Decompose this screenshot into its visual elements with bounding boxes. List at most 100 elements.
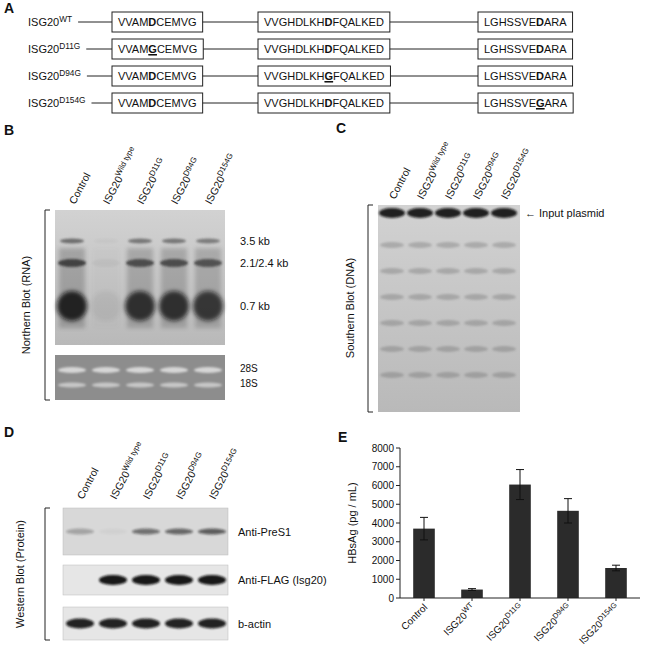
label-superscript: Wild type <box>427 139 450 172</box>
motif-segment: VVGHDLKH <box>264 43 325 55</box>
motif-segment: D <box>325 97 333 109</box>
error-bar <box>564 499 572 523</box>
x-tick <box>424 598 425 601</box>
band <box>464 242 488 248</box>
label-base: ISG20 <box>168 174 193 206</box>
band <box>91 291 121 321</box>
bars <box>413 470 627 598</box>
motif: VVAMGCEMVG <box>118 43 197 55</box>
band <box>162 239 186 244</box>
row-label: ISG20WT <box>28 14 72 28</box>
motif-segment: ARA <box>544 70 567 82</box>
band <box>58 259 86 267</box>
motif-segment: D <box>536 70 544 82</box>
error-cap <box>420 539 428 540</box>
label-base: ISG20 <box>100 174 125 206</box>
band <box>194 259 222 267</box>
band <box>463 208 489 218</box>
band <box>436 242 460 248</box>
motif-box: VVAMDCEMVG <box>112 12 203 32</box>
y-tick-label: 1000 <box>372 574 395 585</box>
box <box>258 12 390 32</box>
y-tick <box>396 504 400 505</box>
label-superscript: D11G <box>147 156 164 178</box>
band <box>128 239 152 244</box>
motif-segment: G <box>536 97 545 109</box>
y-tick <box>396 598 400 599</box>
connector <box>86 49 112 50</box>
row-label: b-actin <box>238 618 271 630</box>
connector <box>91 103 112 104</box>
error-bar <box>420 517 428 540</box>
lane-label: ISG20D11G <box>133 156 168 206</box>
band <box>380 242 404 248</box>
box <box>478 93 573 113</box>
x-tick <box>472 598 473 601</box>
label-superscript: D94G <box>186 450 204 472</box>
motif-segment: VVAM <box>118 97 148 109</box>
rrna-band <box>160 367 188 373</box>
label-base: ISG20 <box>28 16 59 28</box>
band <box>408 268 432 274</box>
label-superscript: Wild type <box>120 439 143 472</box>
label-base: ISG20 <box>134 174 159 206</box>
motif-segment: CEMVG <box>156 70 196 82</box>
bracket <box>368 412 373 413</box>
x-tick-label: ISG20D94G <box>530 600 573 643</box>
label-superscript: D11G <box>455 151 472 173</box>
motif: VVGHDLKHDFQALKED <box>264 43 384 55</box>
bracket <box>45 508 50 509</box>
label-superscript: D154G <box>511 146 531 172</box>
band <box>132 575 160 585</box>
connector <box>390 103 478 104</box>
row-label: ISG20D94G <box>28 68 81 82</box>
band <box>198 529 226 535</box>
motif-segment: CEMVG <box>157 43 197 55</box>
band <box>165 529 193 535</box>
box <box>112 12 203 32</box>
error-line <box>520 470 521 500</box>
label-superscript: D11G <box>153 451 170 473</box>
label-base: ISG20 <box>442 169 467 201</box>
motif-box: VVAMDCEMVG <box>112 66 203 86</box>
motif-segment: LGHSSVE <box>484 43 536 55</box>
western-strip <box>63 565 228 595</box>
connector <box>203 22 258 23</box>
lane-label: ISG20D94G <box>172 450 207 501</box>
lane-label: ISG20Wild type <box>99 144 140 206</box>
label-superscript: D154G <box>59 95 85 105</box>
band <box>165 619 193 629</box>
northern-bands <box>57 239 223 329</box>
band <box>435 208 461 218</box>
motif: VVGHDLKHGFQALKED <box>264 70 384 82</box>
label-superscript: D154G <box>215 151 235 177</box>
box <box>258 93 390 113</box>
motif-box: VVGHDLKHGFQALKED <box>258 66 390 86</box>
y-tick-label: 3000 <box>372 536 395 547</box>
band <box>94 239 118 244</box>
panel-letter: D <box>4 424 14 440</box>
band <box>160 259 188 267</box>
side-label: Western Blot (Protein) <box>14 520 26 628</box>
annotation: ← Input plasmid <box>525 207 604 219</box>
error-line <box>424 517 425 540</box>
size-label: 2.1/2.4 kb <box>240 257 288 269</box>
bar <box>509 485 531 598</box>
lane-label: ISG20D94G <box>167 155 202 206</box>
error-line <box>568 499 569 523</box>
connector <box>203 76 258 77</box>
motif: VVAMDCEMVG <box>118 16 197 28</box>
western-strip <box>63 607 228 640</box>
band <box>436 320 460 326</box>
motif-segment: FQALKED <box>332 43 383 55</box>
bracket <box>45 640 50 641</box>
bracket <box>45 508 46 640</box>
rrna-band <box>126 367 154 373</box>
band <box>380 268 404 274</box>
label-base: ISG20 <box>107 469 132 501</box>
y-tick <box>396 485 400 486</box>
motif-box: VVAMGCEMVG <box>112 39 203 59</box>
row-label: ISG20D11G <box>28 41 80 55</box>
label-superscript: D154G <box>596 600 619 623</box>
band <box>464 372 488 378</box>
